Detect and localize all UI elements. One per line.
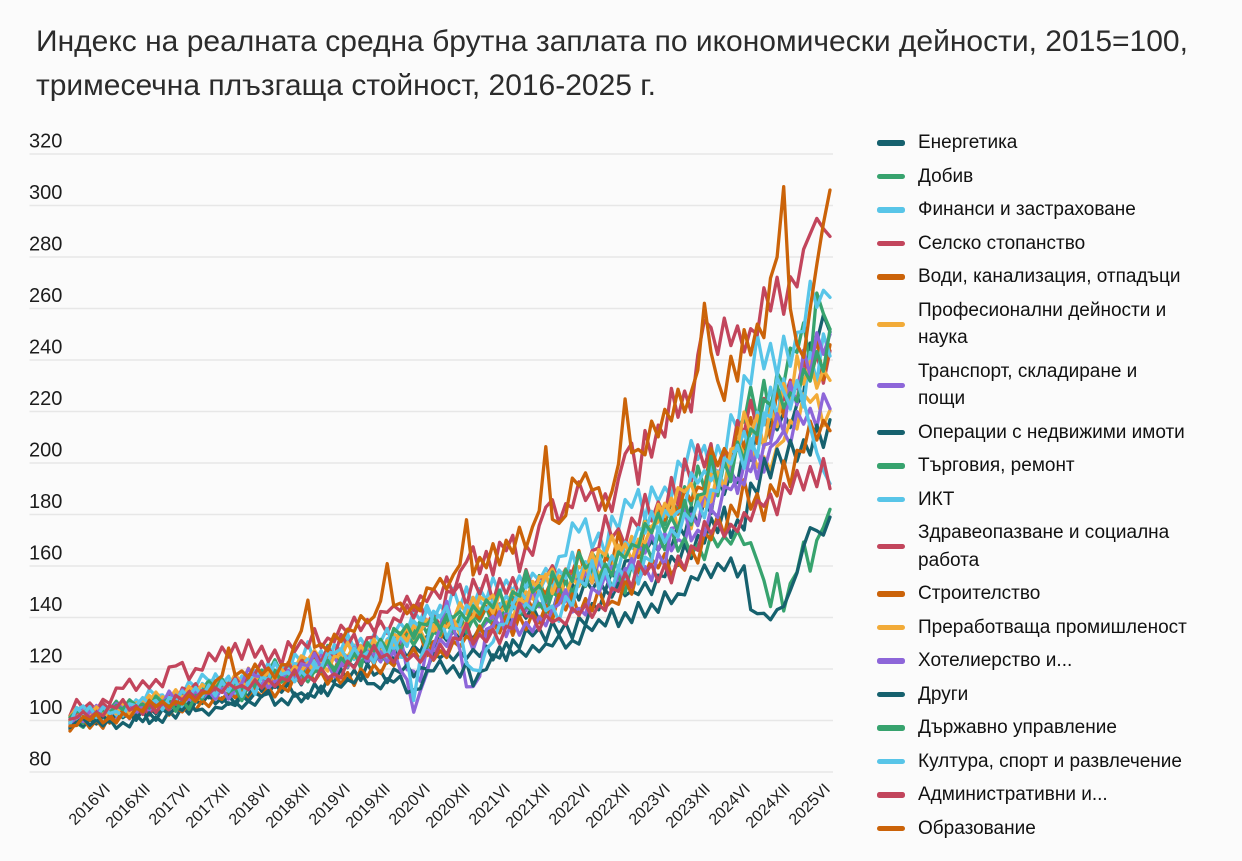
svg-text:2021XII: 2021XII	[503, 781, 554, 832]
svg-text:2024XII: 2024XII	[743, 781, 794, 832]
svg-text:2016XII: 2016XII	[103, 781, 154, 832]
svg-text:80: 80	[29, 749, 51, 771]
svg-text:100: 100	[29, 697, 62, 719]
svg-text:220: 220	[29, 388, 62, 410]
svg-text:280: 280	[29, 234, 62, 256]
svg-text:300: 300	[29, 182, 62, 204]
svg-text:2023XII: 2023XII	[663, 781, 714, 832]
svg-text:2018XII: 2018XII	[263, 781, 314, 832]
svg-text:2025VI: 2025VI	[786, 781, 834, 829]
svg-text:2017XII: 2017XII	[183, 781, 234, 832]
svg-text:240: 240	[29, 337, 62, 359]
svg-text:180: 180	[29, 491, 62, 513]
svg-text:2022XII: 2022XII	[583, 781, 634, 832]
svg-text:120: 120	[29, 646, 62, 668]
svg-text:2019XII: 2019XII	[343, 781, 394, 832]
svg-text:320: 320	[29, 131, 62, 153]
svg-text:160: 160	[29, 543, 62, 565]
svg-text:2020XII: 2020XII	[423, 781, 474, 832]
svg-text:200: 200	[29, 440, 62, 462]
svg-text:260: 260	[29, 285, 62, 307]
svg-text:140: 140	[29, 594, 62, 616]
